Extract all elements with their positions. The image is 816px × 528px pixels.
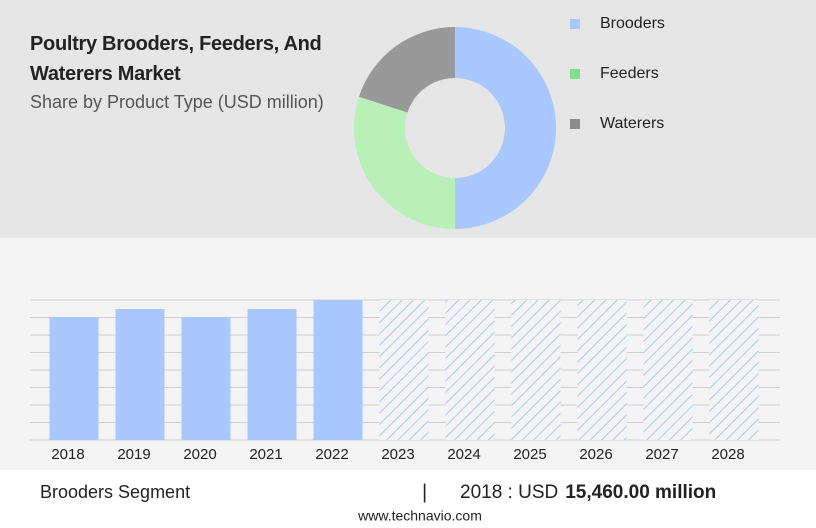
donut-slice — [353, 96, 455, 230]
legend-label: Waterers — [600, 115, 664, 132]
chart-subtitle: Share by Product Type (USD million) — [30, 92, 324, 112]
forecast-placeholder — [577, 300, 627, 440]
value-prefix: 2018 : USD — [460, 482, 558, 503]
separator: | — [422, 481, 427, 503]
x-tick-label: 2022 — [315, 446, 348, 463]
value-summary: 2018 : USD 15,460.00 million — [460, 482, 716, 503]
chart-title: Poultry Brooders, Feeders, And Waterers … — [30, 33, 322, 85]
source: www.technavio.com — [357, 508, 482, 524]
x-tick-label: 2023 — [381, 446, 414, 463]
x-tick-label: 2024 — [447, 446, 480, 463]
legend-swatch — [570, 19, 580, 29]
x-tick-label: 2027 — [645, 446, 678, 463]
bar — [115, 308, 165, 440]
bar — [313, 300, 363, 440]
legend-label: Feeders — [600, 65, 659, 82]
bar — [247, 308, 297, 440]
forecast-placeholder — [709, 300, 759, 440]
forecast-placeholder — [379, 300, 429, 440]
value-label: 15,460.00 million — [565, 482, 716, 503]
bar — [181, 317, 231, 440]
x-tick-label: 2020 — [183, 446, 216, 463]
x-tick-label: 2018 — [51, 446, 84, 463]
legend-swatch — [570, 69, 580, 79]
bar — [49, 317, 99, 440]
x-tick-label: 2019 — [117, 446, 150, 463]
forecast-placeholder — [445, 300, 495, 440]
x-tick-label: 2021 — [249, 446, 282, 463]
forecast-placeholder — [511, 300, 561, 440]
x-tick-label: 2028 — [711, 446, 744, 463]
donut-slice — [358, 27, 455, 113]
forecast-placeholder — [643, 300, 693, 440]
x-tick-label: 2025 — [513, 446, 546, 463]
legend-swatch — [570, 119, 580, 129]
segment-label: Brooders Segment — [40, 482, 190, 502]
legend-label: Brooders — [600, 15, 665, 32]
x-tick-label: 2026 — [579, 446, 612, 463]
donut-slice — [455, 27, 556, 229]
